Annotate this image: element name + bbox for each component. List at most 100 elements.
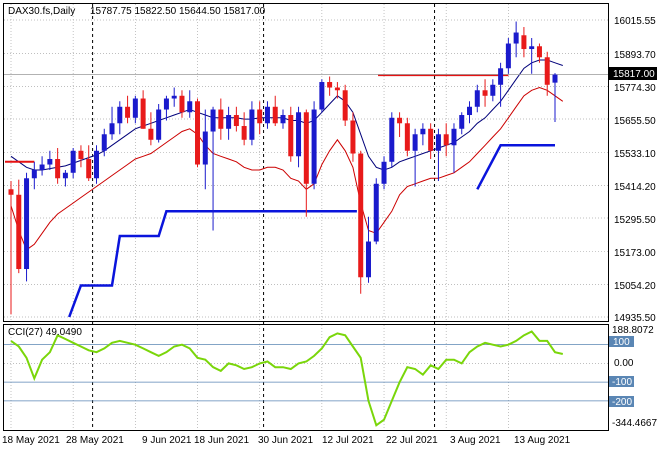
- candle-body: [358, 153, 364, 278]
- support-line: [476, 144, 555, 190]
- candle-body: [24, 178, 30, 270]
- cci-level-label: 100: [613, 337, 630, 348]
- candle-body: [327, 82, 333, 88]
- cci-title: CCI(27) 49.0490: [8, 327, 82, 338]
- cci-level-label: -100: [612, 377, 632, 388]
- candle-body: [435, 134, 441, 151]
- candle-body: [70, 150, 76, 173]
- candle-body: [474, 90, 480, 107]
- candle-body: [365, 241, 371, 278]
- chart-header-ohlc: 15787.75 15822.50 15644.50 15817.00: [90, 6, 266, 17]
- cci-panel[interactable]: [3, 324, 609, 431]
- candle-body: [226, 115, 232, 129]
- candle-body: [125, 106, 131, 118]
- candle-body: [443, 134, 449, 146]
- candle-body: [389, 117, 395, 162]
- date-tick: 30 Jun 2021: [258, 435, 313, 446]
- candle-body: [31, 170, 37, 179]
- date-tick: 12 Jul 2021: [322, 435, 374, 446]
- candlesticks: [8, 21, 558, 315]
- candle-body: [404, 123, 410, 151]
- candle-body: [381, 161, 387, 184]
- candle-body: [420, 128, 426, 135]
- candle-body: [257, 109, 263, 124]
- bb-mid-line: [10, 59, 563, 171]
- period-separators: [92, 4, 436, 430]
- candle-body: [101, 134, 107, 151]
- candle-body: [195, 101, 201, 165]
- candle-body: [498, 68, 504, 85]
- date-tick: 18 May 2021: [2, 435, 60, 446]
- support-line: [68, 210, 357, 318]
- candle-body: [280, 115, 286, 124]
- cci-level-label: -200: [612, 397, 632, 408]
- cci-level-box-minus200: [609, 396, 634, 407]
- candle-body: [39, 164, 45, 171]
- candle-body: [272, 106, 278, 124]
- candle-body: [218, 109, 224, 129]
- candle-body: [109, 123, 115, 135]
- price-tick: 15893.70: [614, 50, 656, 61]
- candle-body: [319, 82, 325, 110]
- cci-max-label: 188.8072: [612, 325, 654, 336]
- candle-body: [490, 84, 496, 96]
- candle-body: [93, 150, 99, 179]
- candle-body: [233, 115, 239, 127]
- date-tick: 9 Jun 2021: [142, 435, 192, 446]
- price-tick: 15655.50: [614, 116, 656, 127]
- candle-body: [505, 43, 511, 69]
- candle-body: [544, 57, 550, 85]
- candle-body: [241, 126, 247, 140]
- candle-body: [296, 112, 302, 157]
- candle-body: [249, 109, 255, 140]
- candle-body: [210, 109, 216, 132]
- candle-body: [303, 112, 309, 184]
- candle-body: [202, 131, 208, 165]
- candle-body: [62, 172, 68, 179]
- date-tick: 28 May 2021: [66, 435, 124, 446]
- date-tick: 18 Jun 2021: [194, 435, 249, 446]
- price-tick: 15414.20: [614, 182, 656, 193]
- candle-body: [350, 120, 356, 154]
- candle-body: [117, 106, 123, 124]
- bb-lower-line: [10, 86, 564, 251]
- bollinger-bands: [10, 59, 564, 251]
- price-tick: 16015.55: [614, 16, 656, 27]
- price-tick: 15774.30: [614, 83, 656, 94]
- candle-body: [536, 46, 542, 58]
- candle-body: [55, 159, 61, 179]
- price-axis: 16015.55 15893.70 15774.30 15655.50 1553…: [614, 16, 656, 324]
- date-axis: 18 May 2021 28 May 2021 9 Jun 2021 18 Ju…: [2, 435, 571, 446]
- date-tick: 13 Aug 2021: [514, 435, 571, 446]
- candle-body: [521, 35, 527, 50]
- candle-body: [140, 98, 146, 129]
- candle-body: [47, 159, 53, 165]
- candle-body: [187, 101, 193, 113]
- candle-body: [482, 90, 488, 96]
- price-tick: 15054.20: [614, 281, 656, 292]
- candle-body: [459, 115, 465, 129]
- price-tick: 15533.10: [614, 149, 656, 160]
- candle-body: [467, 106, 473, 116]
- cci-level-box-minus100: [609, 376, 634, 387]
- candle-body: [148, 128, 154, 140]
- cci-level-label: 0.00: [614, 358, 634, 369]
- candle-body: [412, 134, 418, 151]
- current-price-box: [609, 67, 657, 80]
- price-tick: 15173.00: [614, 248, 656, 259]
- cci-plot: [4, 330, 608, 427]
- price-tick: 15295.50: [614, 215, 656, 226]
- candle-body: [156, 109, 162, 140]
- cci-min-label: -344.4667: [612, 418, 657, 429]
- candle-body: [428, 128, 434, 151]
- candle-body: [86, 159, 92, 179]
- candle-body: [513, 32, 519, 44]
- cci-level-box-100: [609, 336, 634, 347]
- candle-body: [373, 183, 379, 242]
- candle-body: [132, 98, 138, 118]
- candle-body: [78, 150, 84, 160]
- candle-body: [8, 189, 14, 195]
- candle-body: [288, 115, 294, 157]
- candle-body: [342, 90, 348, 121]
